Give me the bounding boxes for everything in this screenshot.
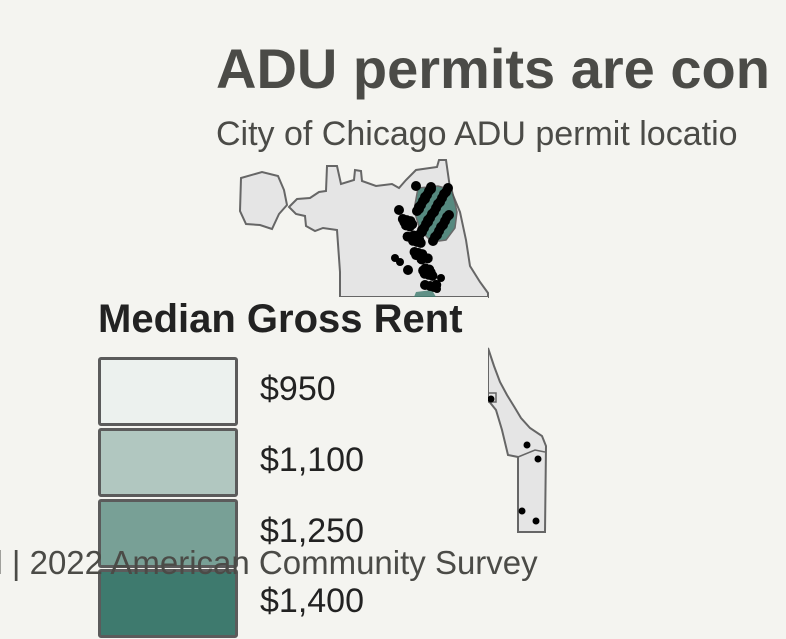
chicago-map <box>238 159 548 533</box>
south-tract-hint <box>414 290 436 297</box>
permit-points <box>391 181 542 525</box>
permit-point <box>420 192 430 202</box>
legend-label: $1,250 <box>260 512 364 550</box>
legend-swatch <box>98 357 238 426</box>
legend-swatch <box>98 428 238 497</box>
permit-point <box>427 270 438 281</box>
legend-title: Median Gross Rent <box>98 297 463 341</box>
south-inner-boundary <box>517 449 546 458</box>
permit-point <box>423 215 433 225</box>
permit-point <box>523 441 531 449</box>
permit-point <box>403 265 413 275</box>
permit-point <box>442 212 452 222</box>
permit-point <box>433 199 443 209</box>
permit-point <box>487 395 495 403</box>
legend-item: $1,100 <box>98 428 478 498</box>
ohare-area <box>238 170 289 231</box>
permit-point <box>414 202 424 212</box>
chart-title: ADU permits are con <box>216 37 770 100</box>
source-caption: al | 2022 American Community Survey <box>0 544 538 581</box>
permit-point <box>411 181 421 191</box>
permit-point <box>437 274 445 282</box>
permit-point <box>417 225 427 235</box>
chart-subtitle: City of Chicago ADU permit locatio <box>216 115 738 153</box>
permit-point <box>430 232 440 242</box>
permit-point <box>416 254 427 265</box>
legend-item: $950 <box>98 357 478 427</box>
permit-point <box>420 280 430 290</box>
city-south <box>487 347 548 533</box>
permit-point <box>534 455 542 463</box>
permit-point <box>439 189 449 199</box>
legend-label: $1,100 <box>260 441 364 479</box>
permit-point <box>415 237 426 248</box>
city-north-central <box>287 159 489 298</box>
legend: Median Gross Rent $950 $1,100 $1,250 $1,… <box>0 297 488 638</box>
permit-point <box>404 221 415 232</box>
legend-label: $1,400 <box>260 582 364 620</box>
permit-point <box>436 222 446 232</box>
permit-point <box>396 258 404 266</box>
permit-point <box>426 182 436 192</box>
permit-point <box>518 507 526 515</box>
permit-point <box>532 517 540 525</box>
legend-label: $950 <box>260 370 336 408</box>
legend-item: $1,250 <box>98 499 478 569</box>
permit-point <box>394 205 404 215</box>
legend-swatch <box>98 499 238 568</box>
permit-point <box>433 285 441 293</box>
